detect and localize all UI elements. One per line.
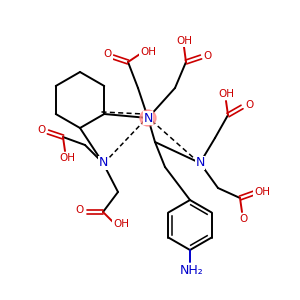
Text: O: O (204, 51, 212, 61)
Text: O: O (104, 49, 112, 59)
Text: O: O (239, 214, 247, 224)
Text: O: O (75, 205, 83, 215)
Text: OH: OH (113, 219, 129, 229)
Circle shape (140, 110, 156, 126)
Text: OH: OH (59, 153, 75, 163)
Text: N: N (195, 157, 205, 169)
Text: N: N (98, 157, 108, 169)
Text: O: O (246, 100, 254, 110)
Text: NH₂: NH₂ (180, 263, 204, 277)
Text: O: O (37, 125, 45, 135)
Text: OH: OH (254, 187, 270, 197)
Text: OH: OH (176, 36, 192, 46)
Text: N: N (143, 112, 153, 124)
Text: OH: OH (218, 89, 234, 99)
Text: OH: OH (140, 47, 156, 57)
